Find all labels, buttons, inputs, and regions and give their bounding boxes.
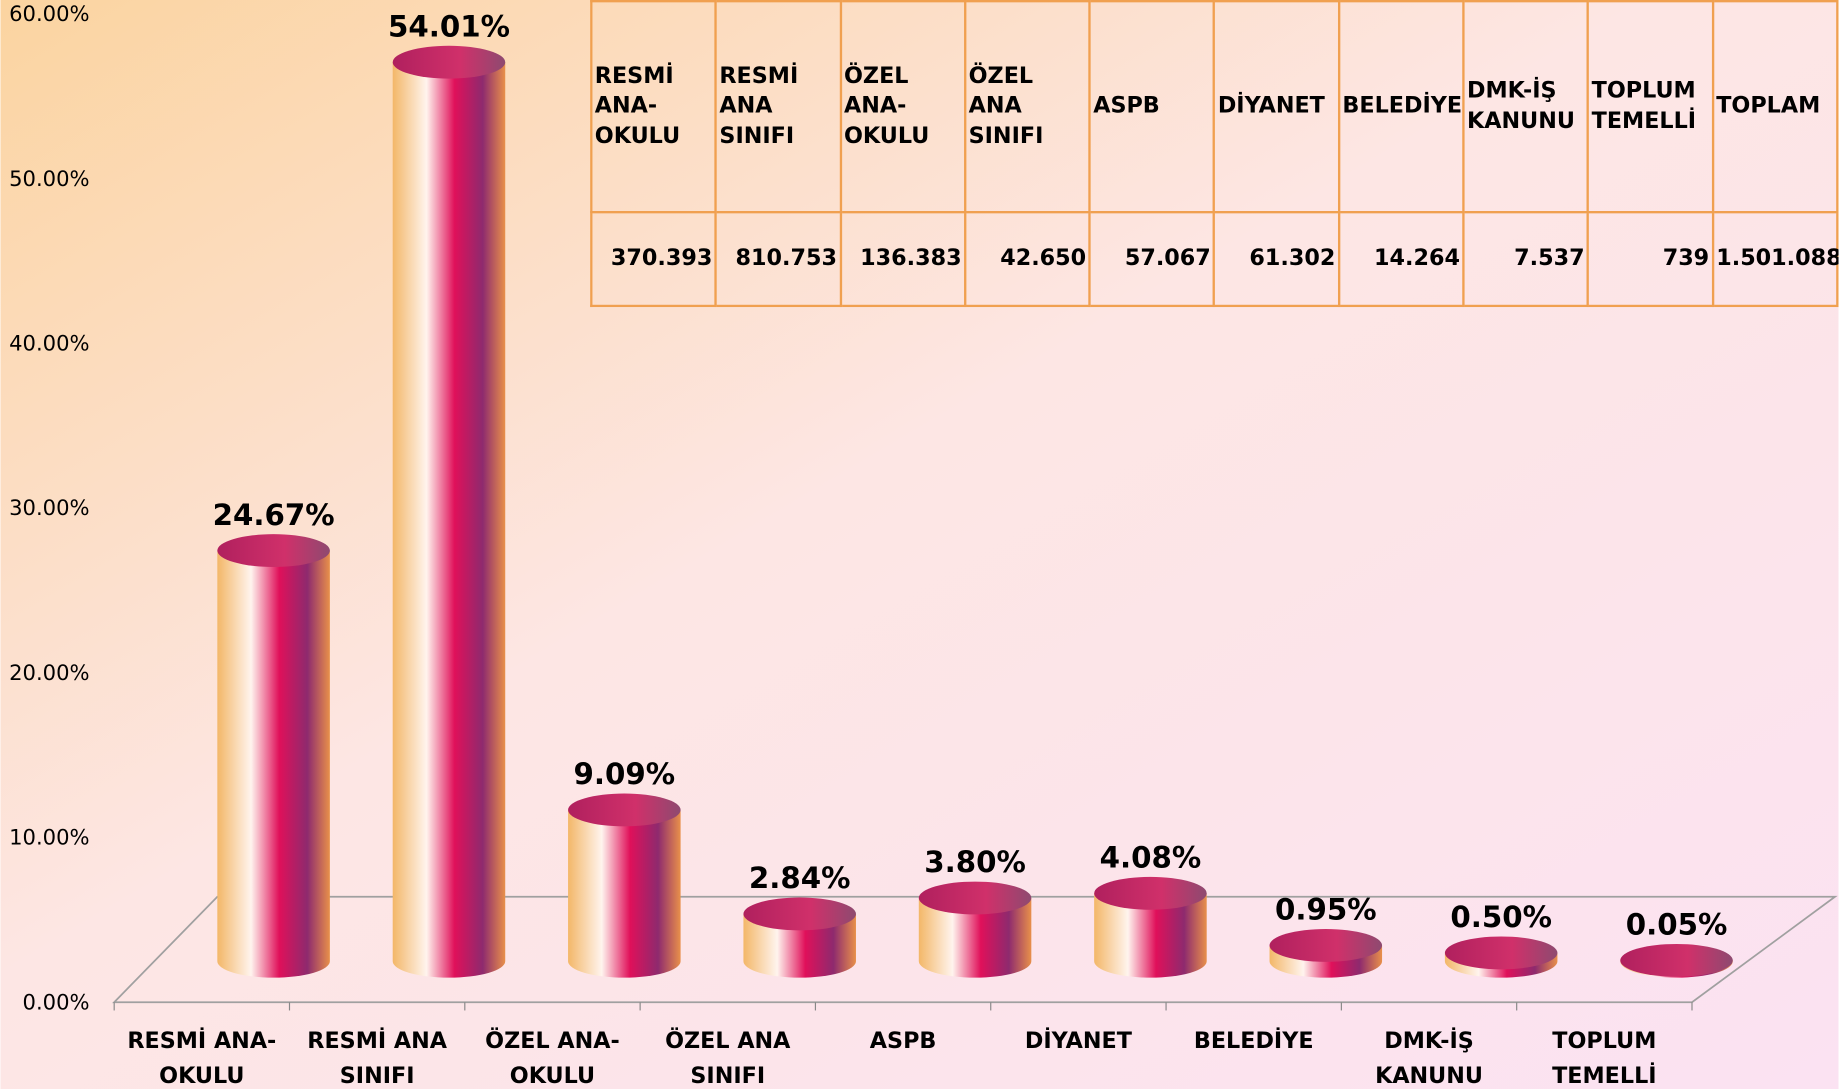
x-tick-label: OKULU (159, 1063, 244, 1089)
value-label: 0.95% (1275, 893, 1377, 927)
table-cell: 370.393 (590, 211, 718, 308)
bar-body (392, 62, 506, 978)
x-tick-label: TEMELLİ (1552, 1061, 1656, 1089)
table-cell: ÖZEL ANA SINIFI (963, 0, 1091, 214)
bar (1620, 943, 1733, 978)
y-tick-label: 10.00% (9, 825, 89, 850)
x-tick-label: ÖZEL ANA- (485, 1026, 620, 1054)
table-cell: TOPLUM TEMELLİ (1586, 0, 1714, 214)
value-label: 3.80% (924, 845, 1026, 879)
table-cell: RESMİ ANA-OKULU (590, 0, 718, 214)
bar-body (743, 913, 856, 978)
bar (1269, 929, 1383, 978)
value-label: 24.67% (213, 498, 335, 532)
table-cell: TOPLAM (1711, 0, 1839, 214)
y-tick-label: 60.00% (9, 1, 89, 26)
bar-body (918, 897, 1032, 978)
bar-top (1444, 936, 1558, 970)
bar (568, 793, 681, 978)
bar-top (392, 45, 506, 79)
bar-top (1094, 876, 1207, 910)
y-tick-label: 40.00% (9, 330, 89, 355)
table-cell: RESMİ ANA SINIFI (714, 0, 842, 214)
value-label: 54.01% (388, 9, 510, 43)
y-tick-label: 0.00% (23, 989, 90, 1014)
table: RESMİ ANA-OKULU RESMİ ANA SINIFI ÖZEL ANA-… (590, 0, 1839, 308)
bar-body (217, 550, 330, 978)
bar (743, 897, 856, 978)
x-tick-label: DMK-İŞ (1384, 1026, 1474, 1054)
bar-top (568, 793, 681, 827)
table-cell: 136.383 (839, 211, 967, 308)
y-tick-label: 30.00% (9, 495, 89, 520)
bar (1094, 876, 1207, 978)
bar-top (217, 534, 330, 567)
x-tick-label: DİYANET (1025, 1026, 1133, 1054)
table-cell: 61.302 (1213, 211, 1341, 308)
table-cell: BELEDİYE (1337, 0, 1465, 214)
table-cell: 57.067 (1088, 211, 1216, 308)
bar-top (1620, 943, 1733, 977)
value-label: 0.50% (1450, 900, 1552, 934)
value-label: 9.09% (574, 757, 676, 791)
table-cell: 42.650 (963, 211, 1091, 308)
table-cell: ASPB (1088, 0, 1216, 214)
bar-top (918, 881, 1032, 915)
x-tick-label: SINIFI (340, 1063, 415, 1089)
x-tick-label: BELEDİYE (1194, 1026, 1314, 1054)
x-tick-label: KANUNU (1375, 1063, 1483, 1089)
bar (1444, 936, 1558, 978)
y-tick-label: 20.00% (9, 660, 89, 685)
bar (392, 45, 506, 978)
bar-body (568, 809, 681, 978)
bar (918, 881, 1032, 978)
x-tick-label: ÖZEL ANA (665, 1026, 791, 1054)
x-tick-label: SINIFI (690, 1063, 765, 1089)
bar-top (1269, 929, 1383, 962)
x-tick-label: OKULU (510, 1063, 595, 1089)
x-tick-label: TOPLUM (1552, 1028, 1656, 1054)
y-tick-label: 50.00% (9, 166, 89, 191)
table-cell: 810.753 (714, 211, 842, 308)
table-cell: 739 (1586, 211, 1714, 308)
table-cell: DMK-İŞ KANUNU (1462, 0, 1590, 214)
table-cell: 7.537 (1462, 211, 1590, 308)
x-tick-label: ASPB (870, 1028, 937, 1054)
table-cell: 14.264 (1337, 211, 1465, 308)
bar-body (1094, 893, 1207, 978)
value-label: 4.08% (1100, 841, 1202, 875)
table-cell: DİYANET (1213, 0, 1341, 214)
value-label: 2.84% (749, 861, 851, 895)
bar-top (743, 897, 856, 931)
table-cell: 1.501.088 (1711, 211, 1839, 308)
bar (217, 534, 330, 978)
value-label: 0.05% (1626, 908, 1728, 942)
x-tick-label: RESMİ ANA (307, 1026, 447, 1054)
table-cell: ÖZEL ANA-OKULU (839, 0, 967, 214)
x-tick-label: RESMİ ANA- (127, 1026, 276, 1054)
